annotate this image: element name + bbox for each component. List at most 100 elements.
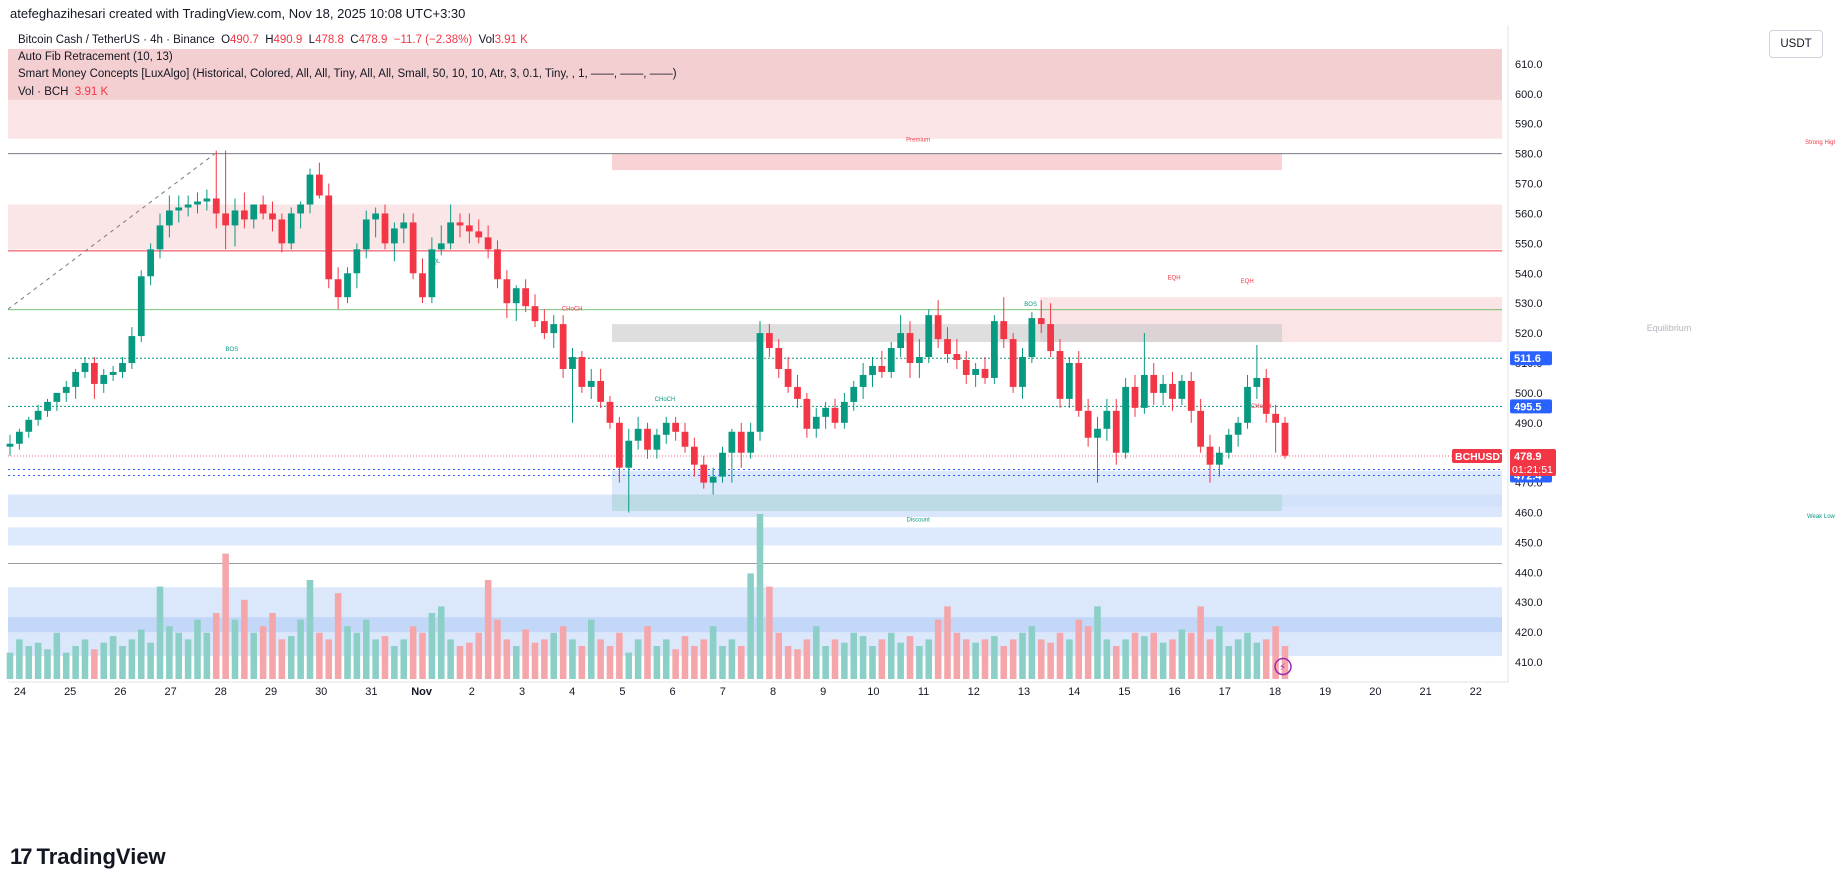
candle-body <box>381 213 389 244</box>
volume-bar <box>784 646 792 679</box>
volume-bar <box>1216 626 1223 679</box>
candle-body <box>803 398 811 429</box>
y-tick-label: 460.0 <box>1515 508 1543 520</box>
volume-bar <box>100 642 108 679</box>
candle-body <box>128 336 136 363</box>
vol-value: 3.91 K <box>494 34 528 46</box>
volume-bar <box>606 646 614 679</box>
volume-bar <box>887 632 895 679</box>
volume-bar <box>1206 639 1214 679</box>
candle-body <box>1141 374 1148 408</box>
candle-body <box>1216 452 1223 465</box>
candle-body <box>1206 446 1214 465</box>
x-tick-label: 27 <box>164 686 176 698</box>
candle-body <box>691 446 698 465</box>
volume-bar <box>925 639 933 679</box>
candle-body <box>1281 422 1289 456</box>
price-tag-label: 495.5 <box>1514 401 1542 413</box>
last-price-tag <box>1510 449 1556 476</box>
candle-body <box>91 362 98 384</box>
candle-body <box>25 419 33 432</box>
volume-bar <box>62 652 70 679</box>
volume-bar <box>1197 606 1204 679</box>
indicator-fib[interactable]: Auto Fib Retracement (10, 13) <box>18 51 173 63</box>
candle-body <box>831 407 839 423</box>
symbol-tag-label: BCHUSDT <box>1455 451 1507 463</box>
candle-body <box>1019 357 1026 387</box>
x-tick-label: 14 <box>1068 686 1080 698</box>
candle-body <box>1122 386 1129 453</box>
y-tick-label: 610.0 <box>1515 59 1543 71</box>
candle-body <box>6 443 14 447</box>
volume-bar <box>747 573 754 679</box>
volume-bar <box>1253 642 1261 679</box>
volume-bar <box>1131 632 1139 679</box>
candle-body <box>494 249 501 280</box>
volume-bar <box>241 599 248 679</box>
x-tick-label: 28 <box>215 686 227 698</box>
candle-body <box>175 207 183 211</box>
x-tick-label: 2 <box>469 686 475 698</box>
candle-body <box>916 357 923 363</box>
candle-body <box>812 416 820 429</box>
candle-body <box>709 476 717 483</box>
volume-bar <box>1047 642 1054 679</box>
indicator-volume[interactable]: Vol · BCH 3.91 K <box>18 86 108 98</box>
x-tick-label: 16 <box>1168 686 1180 698</box>
volume-bar <box>1150 632 1158 679</box>
x-tick-label: 19 <box>1319 686 1331 698</box>
annotation-label: Equilibrium <box>1647 323 1692 333</box>
x-tick-label: 22 <box>1470 686 1482 698</box>
volume-bar <box>597 639 604 679</box>
candle-body <box>62 386 70 393</box>
x-tick-label: 12 <box>968 686 980 698</box>
volume-bar <box>1066 639 1073 679</box>
open-label: O <box>221 34 231 46</box>
weak-low-block <box>612 494 1282 512</box>
candle-body <box>625 440 633 468</box>
candle-body <box>681 431 689 447</box>
indicator-smc[interactable]: Smart Money Concepts [LuxAlgo] (Historic… <box>18 68 677 80</box>
volume-bar <box>428 613 436 679</box>
close-value: 478.9 <box>358 34 388 46</box>
candle-body <box>991 321 998 378</box>
candle-body <box>1094 428 1101 438</box>
x-tick-label: 30 <box>315 686 327 698</box>
candle-body <box>1103 410 1111 429</box>
volume-bar <box>850 632 858 679</box>
volume-bar <box>400 639 408 679</box>
volume-bar <box>494 619 501 679</box>
volume-bar <box>1262 639 1270 679</box>
volume-bar <box>25 646 33 679</box>
candle-body <box>53 392 61 402</box>
volume-bar <box>1094 606 1101 679</box>
currency-button[interactable]: USDT <box>1769 30 1823 58</box>
volume-bar <box>831 639 839 679</box>
candle-body <box>353 249 361 274</box>
volume-bar <box>616 632 623 679</box>
volume-bar <box>184 639 192 679</box>
candle-body <box>137 276 145 337</box>
volume-bar <box>203 632 211 679</box>
annotation-label: Strong High <box>1805 140 1835 146</box>
annotation-label: CHoCH <box>562 307 583 313</box>
candle-body <box>409 222 417 274</box>
volume-bar <box>981 639 989 679</box>
annotation-label: Premium <box>906 138 930 144</box>
volume-bar <box>625 652 633 679</box>
x-tick-label: 24 <box>14 686 26 698</box>
volume-bar <box>259 626 267 679</box>
candle-body <box>597 380 604 402</box>
volume-bar <box>972 642 979 679</box>
candle-body <box>1197 410 1204 447</box>
volume-bar <box>944 606 951 679</box>
candle-body <box>531 306 539 322</box>
y-tick-label: 590.0 <box>1515 119 1543 131</box>
volume-bar <box>897 642 904 679</box>
candle-body <box>362 219 370 250</box>
x-tick-label: 31 <box>365 686 377 698</box>
lightning-icon[interactable] <box>1274 657 1292 676</box>
candle-body <box>766 333 773 349</box>
candle-body <box>287 213 295 244</box>
